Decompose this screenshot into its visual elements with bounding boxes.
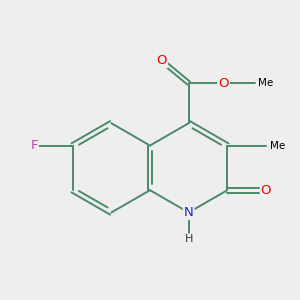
Text: O: O	[261, 184, 271, 197]
Text: F: F	[30, 139, 38, 152]
Text: O: O	[156, 54, 167, 67]
Text: Me: Me	[258, 78, 274, 88]
Text: N: N	[184, 206, 194, 219]
Text: H: H	[184, 234, 193, 244]
Text: Me: Me	[269, 140, 285, 151]
Text: O: O	[218, 76, 229, 89]
